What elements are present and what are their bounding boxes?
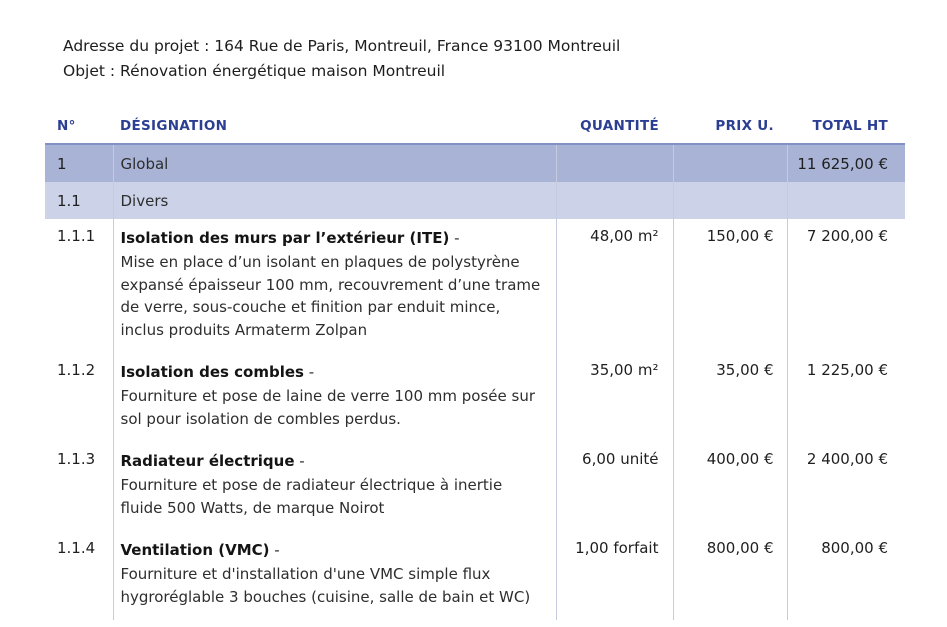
item-description: Fourniture et d'installation d'une VMC s… [120, 565, 531, 606]
cell-total [786, 182, 905, 219]
table-row-subsection: 1.1 Divers [45, 182, 905, 219]
col-header-total: TOTAL HT [787, 118, 905, 145]
item-description: Fourniture et pose de radiateur électriq… [120, 476, 503, 517]
item-description: Fourniture et pose de laine de verre 100… [120, 387, 536, 428]
col-header-unit-price: PRIX U. [673, 118, 787, 145]
item-title: Radiateur électrique [120, 452, 295, 470]
cell-unit-price [672, 182, 787, 219]
item-title-line: Isolation des combles - [121, 361, 544, 383]
cell-unit-price [672, 144, 787, 182]
item-title-dash: - [274, 541, 280, 559]
cell-designation: Ventilation (VMC) - Fourniture et d'inst… [112, 531, 556, 620]
cell-num: 1.1.4 [57, 539, 96, 557]
cell-designation: Isolation des murs par l’extérieur (ITE)… [112, 219, 556, 353]
item-title-dash: - [308, 363, 315, 381]
cell-total: 800,00 € [786, 531, 905, 620]
table-header-row: N° DÉSIGNATION QUANTITÉ PRIX U. TOTAL HT [45, 118, 905, 145]
project-subject: Objet : Rénovation énergétique maison Mo… [63, 62, 446, 80]
cell-total: 7 200,00 € [786, 219, 905, 353]
cell-quantity: 48,00 m² [555, 219, 673, 353]
cell-unit-price: 35,00 € [672, 353, 787, 442]
cell-quantity: 1,00 forfait [555, 531, 673, 620]
cell-quantity: 6,00 unité [555, 442, 673, 531]
table-row-item: 1.1.1 Isolation des murs par l’extérieur… [45, 219, 905, 353]
cell-quantity [555, 182, 673, 219]
col-header-quantity: QUANTITÉ [556, 118, 673, 145]
item-description: Mise en place d’un isolant en plaques de… [120, 253, 541, 339]
col-header-num: N° [45, 118, 113, 145]
item-title-dash: - [454, 229, 460, 247]
cell-num: 1.1 [45, 182, 113, 219]
item-title-line: Ventilation (VMC) - [121, 539, 544, 561]
cell-num: 1 [45, 144, 113, 182]
cell-designation: Radiateur électrique - Fourniture et pos… [112, 442, 556, 531]
item-title-line: Radiateur électrique - [121, 450, 544, 472]
table-row-item: 1.1.4 Ventilation (VMC) - Fourniture et … [45, 531, 905, 620]
document-header: Adresse du projet : 164 Rue de Paris, Mo… [0, 0, 947, 84]
table-row-item: 1.1.2 Isolation des combles - Fourniture… [45, 353, 905, 442]
cell-num: 1.1.2 [57, 361, 96, 379]
item-title: Isolation des combles [120, 363, 304, 381]
cell-designation: Global [112, 144, 556, 182]
item-title-line: Isolation des murs par l’extérieur (ITE)… [121, 227, 544, 249]
cell-quantity [555, 144, 673, 182]
cell-unit-price: 150,00 € [672, 219, 787, 353]
item-title: Ventilation (VMC) [120, 541, 270, 559]
cell-quantity: 35,00 m² [555, 353, 673, 442]
cell-total: 2 400,00 € [786, 442, 905, 531]
cell-designation: Divers [112, 182, 556, 219]
cell-num: 1.1.3 [57, 450, 96, 468]
cell-unit-price: 400,00 € [672, 442, 787, 531]
cell-total: 1 225,00 € [786, 353, 905, 442]
table-row-section: 1 Global 11 625,00 € [45, 144, 905, 182]
table-row-item: 1.1.3 Radiateur électrique - Fourniture … [45, 442, 905, 531]
cell-unit-price: 800,00 € [672, 531, 787, 620]
cell-num: 1.1.1 [57, 227, 96, 245]
project-address: Adresse du projet : 164 Rue de Paris, Mo… [63, 37, 621, 55]
item-title: Isolation des murs par l’extérieur (ITE) [120, 229, 450, 247]
col-header-designation: DÉSIGNATION [113, 118, 556, 145]
quote-table: N° DÉSIGNATION QUANTITÉ PRIX U. TOTAL HT… [45, 118, 905, 620]
cell-total: 11 625,00 € [786, 144, 905, 182]
cell-designation: Isolation des combles - Fourniture et po… [112, 353, 556, 442]
item-title-dash: - [299, 452, 305, 470]
